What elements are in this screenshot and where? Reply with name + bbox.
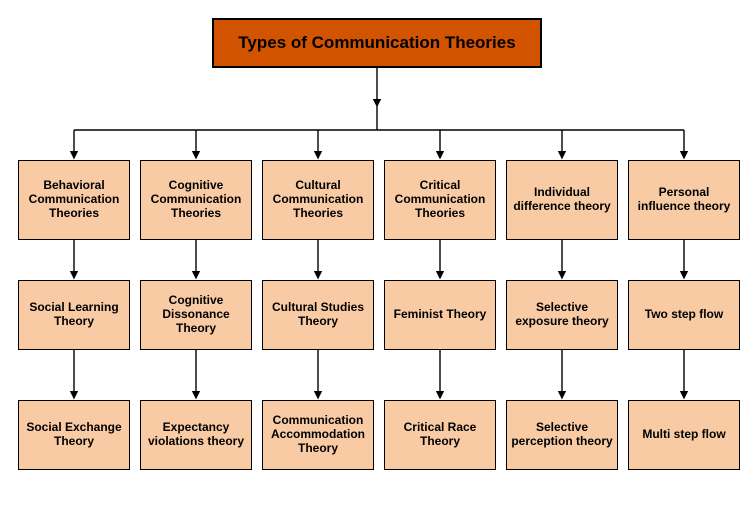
leaf-box: Cognitive Dissonance Theory (140, 280, 252, 350)
category-box: Cognitive Communication Theories (140, 160, 252, 240)
leaf-box: Expectancy violations theory (140, 400, 252, 470)
leaf-label: Social Exchange Theory (23, 421, 125, 449)
leaf-label: Selective exposure theory (511, 301, 613, 329)
leaf-box: Social Exchange Theory (18, 400, 130, 470)
leaf-label: Selective perception theory (511, 421, 613, 449)
leaf-label: Two step flow (645, 308, 723, 322)
category-label: Behavioral Communication Theories (23, 179, 125, 220)
category-label: Cognitive Communication Theories (145, 179, 247, 220)
leaf-box: Critical Race Theory (384, 400, 496, 470)
category-label: Cultural Communication Theories (267, 179, 369, 220)
leaf-label: Multi step flow (642, 428, 725, 442)
category-label: Personal influence theory (633, 186, 735, 214)
leaf-box: Cultural Studies Theory (262, 280, 374, 350)
leaf-label: Critical Race Theory (389, 421, 491, 449)
leaf-box: Multi step flow (628, 400, 740, 470)
leaf-box: Selective perception theory (506, 400, 618, 470)
category-box: Cultural Communication Theories (262, 160, 374, 240)
leaf-box: Selective exposure theory (506, 280, 618, 350)
leaf-box: Two step flow (628, 280, 740, 350)
category-label: Individual difference theory (511, 186, 613, 214)
leaf-label: Cognitive Dissonance Theory (145, 294, 247, 335)
category-box: Critical Communication Theories (384, 160, 496, 240)
leaf-label: Expectancy violations theory (145, 421, 247, 449)
leaf-box: Communication Accommodation Theory (262, 400, 374, 470)
category-box: Personal influence theory (628, 160, 740, 240)
category-box: Individual difference theory (506, 160, 618, 240)
diagram-title: Types of Communication Theories (212, 18, 542, 68)
leaf-label: Cultural Studies Theory (267, 301, 369, 329)
leaf-box: Feminist Theory (384, 280, 496, 350)
leaf-box: Social Learning Theory (18, 280, 130, 350)
leaf-label: Feminist Theory (394, 308, 487, 322)
category-label: Critical Communication Theories (389, 179, 491, 220)
diagram-title-text: Types of Communication Theories (238, 33, 515, 53)
leaf-label: Communication Accommodation Theory (267, 414, 369, 455)
category-box: Behavioral Communication Theories (18, 160, 130, 240)
leaf-label: Social Learning Theory (23, 301, 125, 329)
